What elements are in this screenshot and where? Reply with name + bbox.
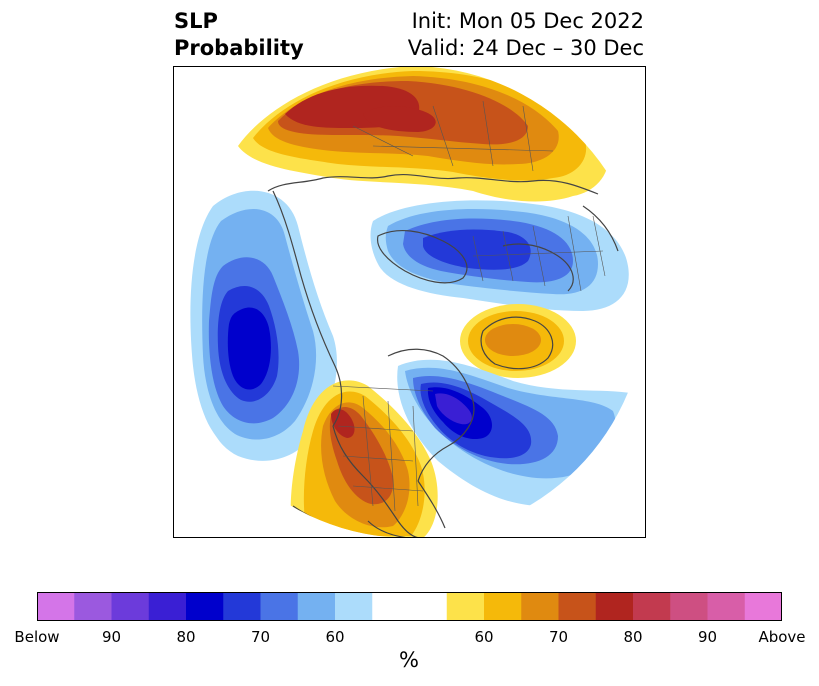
colorbar-segment	[37, 592, 75, 621]
colorbar-segment	[446, 592, 485, 621]
colorbar-tick-label: Above	[758, 628, 806, 646]
colorbar-tick-label: 80	[623, 628, 643, 646]
valid-dates: Valid: 24 Dec – 30 Dec	[407, 36, 644, 60]
coastlines	[267, 95, 619, 538]
colorbar-segment	[186, 592, 224, 621]
negative-anomaly-pacific	[190, 190, 337, 461]
colorbar-segment	[74, 592, 112, 621]
colorbar-frame	[37, 592, 782, 621]
colorbar-tick-label: 60	[474, 628, 494, 646]
negative-anomaly-siberia	[370, 200, 629, 311]
colorbar-segment	[335, 592, 373, 621]
colorbar	[37, 592, 782, 621]
colorbar-segment	[633, 592, 671, 621]
colorbar-segment	[595, 592, 634, 621]
colorbar-segment	[484, 592, 522, 621]
positive-anomaly-greenland	[460, 304, 576, 378]
colorbar-segment	[148, 592, 187, 621]
colorbar-tick-label: Below	[14, 628, 60, 646]
date-info: Init: Mon 05 Dec 2022 Valid: 24 Dec – 30…	[408, 8, 644, 62]
colorbar-segment	[260, 592, 299, 621]
colorbar-tick-label: 70	[250, 628, 271, 646]
colorbar-segment	[223, 592, 261, 621]
colorbar-tick-label: 80	[176, 628, 196, 646]
colorbar-tick-label: 90	[101, 628, 122, 646]
colorbar-segment	[670, 592, 708, 621]
colorbar-segment	[372, 592, 410, 621]
colorbar-unit: %	[399, 648, 419, 672]
positive-anomaly-eurasia	[238, 66, 609, 202]
map-title: SLP Probability	[174, 8, 304, 62]
negative-anomaly-east-canada	[397, 359, 646, 506]
colorbar-segment	[744, 592, 782, 621]
probability-map	[173, 66, 646, 538]
colorbar-tick-label: 90	[697, 628, 718, 646]
colorbar-segment	[558, 592, 597, 621]
colorbar-segment	[707, 592, 746, 621]
title-line-1: SLP	[174, 9, 218, 33]
colorbar-tick-label: 60	[325, 628, 345, 646]
title-line-2: Probability	[174, 36, 304, 60]
colorbar-segment	[409, 592, 448, 621]
init-date: Init: Mon 05 Dec 2022	[411, 9, 644, 33]
political-borders	[332, 100, 606, 512]
map-frame	[173, 66, 646, 538]
colorbar-segment	[111, 592, 150, 621]
colorbar-segment	[297, 592, 336, 621]
colorbar-tick-label: 70	[548, 628, 569, 646]
colorbar-segment	[521, 592, 559, 621]
